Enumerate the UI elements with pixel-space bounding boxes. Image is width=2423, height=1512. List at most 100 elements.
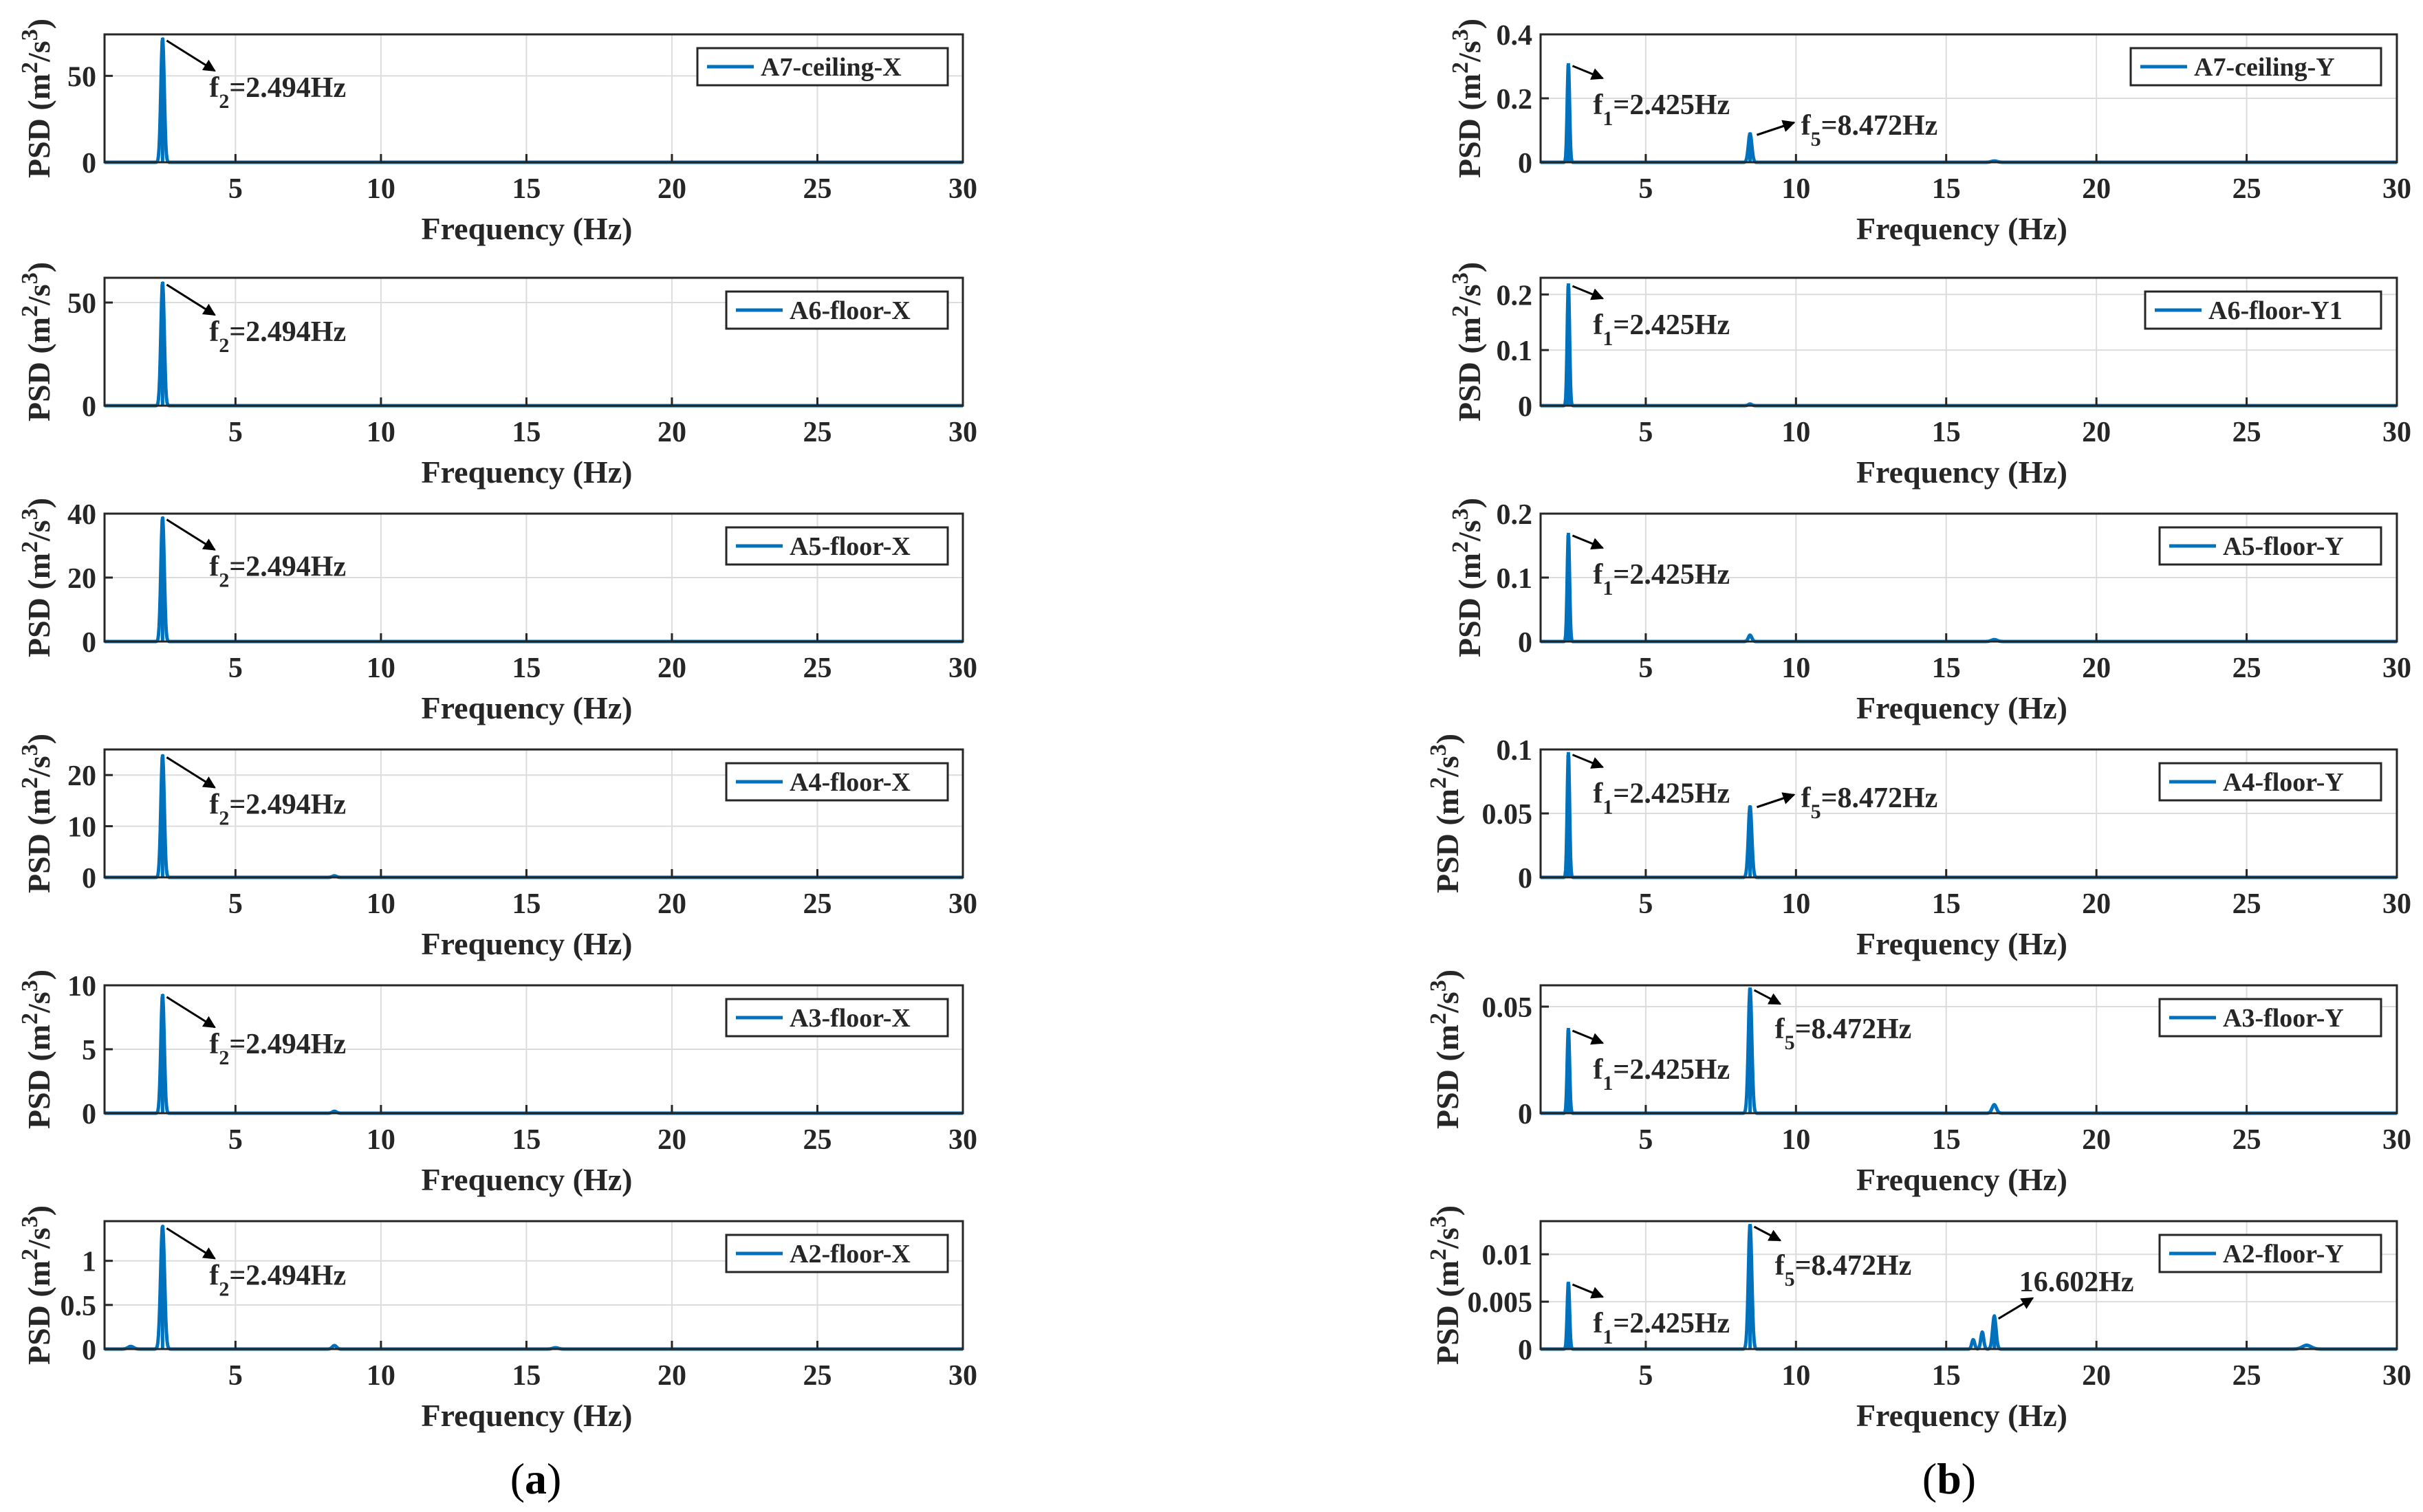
x-tick-label: 5 [1638,417,1653,448]
legend-label: A6-floor-Y1 [2208,296,2343,325]
x-tick-label: 5 [1638,653,1653,684]
legend-box [2144,290,2382,330]
legend-label: A3-floor-X [790,1004,911,1033]
x-tick-label: 15 [512,417,541,448]
y-axis-label: PSD (m2/s3) [1448,19,1487,178]
y-tick-label: 0 [82,863,96,895]
x-axis-label: Frequency (Hz) [1856,926,2067,961]
x-tick-label: 20 [658,417,686,448]
y-tick-label: 0 [82,1335,96,1366]
x-tick-label: 15 [1932,653,1961,684]
y-tick-label: 0.005 [1468,1287,1533,1319]
y-tick-label: 0 [1518,148,1532,179]
legend-label: A4-floor-Y [2223,768,2344,797]
y-tick-label: 0 [1518,627,1532,659]
y-tick-label: 0.01 [1482,1240,1533,1271]
x-tick-label: 20 [658,173,686,205]
y-axis-label: PSD (m2/s3) [17,19,56,178]
x-tick-label: 5 [1638,173,1653,205]
y-tick-label: 0.05 [1482,992,1533,1024]
legend: A2-floor-Y [2158,1234,2382,1273]
annotation-label: f1=2.425Hz [1593,559,1730,600]
x-tick-label: 10 [1781,888,1810,920]
annotation-label: f1=2.425Hz [1593,89,1730,130]
x-tick-label: 30 [2382,888,2411,920]
y-tick-label: 10 [67,812,96,844]
x-axis-label: Frequency (Hz) [421,1162,632,1197]
y-tick-label: 0.05 [1482,799,1533,831]
x-tick-label: 10 [367,1124,395,1156]
x-axis-label: Frequency (Hz) [421,690,632,725]
x-tick-label: 10 [1781,417,1810,448]
legend: A4-floor-X [725,762,949,802]
y-axis-label: PSD (m2/s3) [1426,1205,1465,1365]
y-tick-label: 40 [67,499,96,531]
x-tick-label: 5 [1638,1360,1653,1392]
x-tick-label: 20 [658,888,686,920]
axes-box [103,33,964,164]
legend: A7-ceiling-Y [2129,47,2382,87]
x-tick-label: 20 [658,1124,686,1156]
y-axis-label: PSD (m2/s3) [17,262,56,421]
annotation-arrow [1753,1225,1782,1242]
annotation-arrow [1753,989,1782,1005]
annotation-arrow [166,283,216,316]
chart-8: 5 10 15 20 25 30 0 0.05 0.1 Frequency (Hz) PSD (m2… [1426,734,2411,961]
annotation-label: f1=2.425Hz [1593,1054,1730,1095]
x-tick-label: 10 [367,417,395,448]
legend: A5-floor-X [725,526,949,566]
y-axis-label: PSD (m2/s3) [1448,498,1487,657]
x-tick-label: 30 [2382,1360,2411,1392]
x-axis-label: Frequency (Hz) [1856,211,2067,246]
x-tick-label: 10 [367,173,395,205]
chart-3: 5 10 15 20 25 30 0 50 Frequency (Hz) PSD (m2/s3) A… [17,262,977,490]
x-tick-label: 25 [2232,1360,2261,1392]
y-tick-label: 0 [1518,863,1532,895]
chart-10: 5 10 15 20 25 30 0 0.05 Frequency (Hz) PSD (m2/s3… [1426,969,2411,1197]
annotation-label: f1=2.425Hz [1593,1308,1730,1348]
x-tick-label: 5 [228,1124,243,1156]
annotation-arrow-head [1757,120,1796,136]
chart-12: 5 10 15 20 25 30 0 0.005 0.01 Frequency (Hz) PSD (… [1426,1205,2411,1433]
x-tick-label: 5 [228,417,243,448]
y-axis-label: PSD (m2/s3) [17,498,56,657]
y-tick-label: 1 [82,1247,96,1278]
x-tick-label: 30 [948,653,977,684]
x-tick-label: 20 [2082,417,2111,448]
annotation-arrow [166,996,216,1029]
annotation-label: 16.602Hz [2019,1267,2134,1298]
legend-label: A4-floor-X [790,768,911,797]
x-axis-label: Frequency (Hz) [421,926,632,961]
y-tick-label: 0.1 [1497,563,1533,595]
x-tick-label: 10 [1781,1124,1810,1156]
chart-4: 5 10 15 20 25 30 0 0.1 0.2 Frequency (Hz) PSD (m2/… [1448,262,2411,490]
annotation-label: f5=8.472Hz [1775,1014,1912,1054]
x-tick-label: 5 [228,653,243,684]
x-tick-label: 30 [2382,1124,2411,1156]
legend-label: A3-floor-Y [2223,1004,2344,1033]
annotation-label: f2=2.494Hz [209,1260,346,1300]
legend-label: A5-floor-Y [2223,532,2344,561]
axes-box [103,748,964,879]
x-tick-label: 15 [1932,417,1961,448]
legend: A3-floor-Y [2158,998,2382,1038]
legend-label: A7-ceiling-X [761,53,902,82]
annotation-label: f1=2.425Hz [1593,778,1730,819]
x-axis-label: Frequency (Hz) [1856,454,2067,490]
annotation-arrow [1572,534,1605,550]
x-tick-label: 30 [948,417,977,448]
legend-box [696,47,949,87]
y-tick-label: 0 [1518,391,1532,423]
x-axis-label: Frequency (Hz) [421,454,632,490]
annotation-label: f5=8.472Hz [1775,1250,1912,1291]
x-tick-label: 30 [2382,173,2411,205]
x-tick-label: 25 [2232,417,2261,448]
y-tick-label: 0 [82,391,96,423]
annotation-label: f2=2.494Hz [209,316,346,357]
x-tick-label: 25 [2232,888,2261,920]
x-tick-label: 25 [803,888,832,920]
legend-label: A2-floor-Y [2223,1240,2344,1269]
x-tick-label: 5 [1638,1124,1653,1156]
